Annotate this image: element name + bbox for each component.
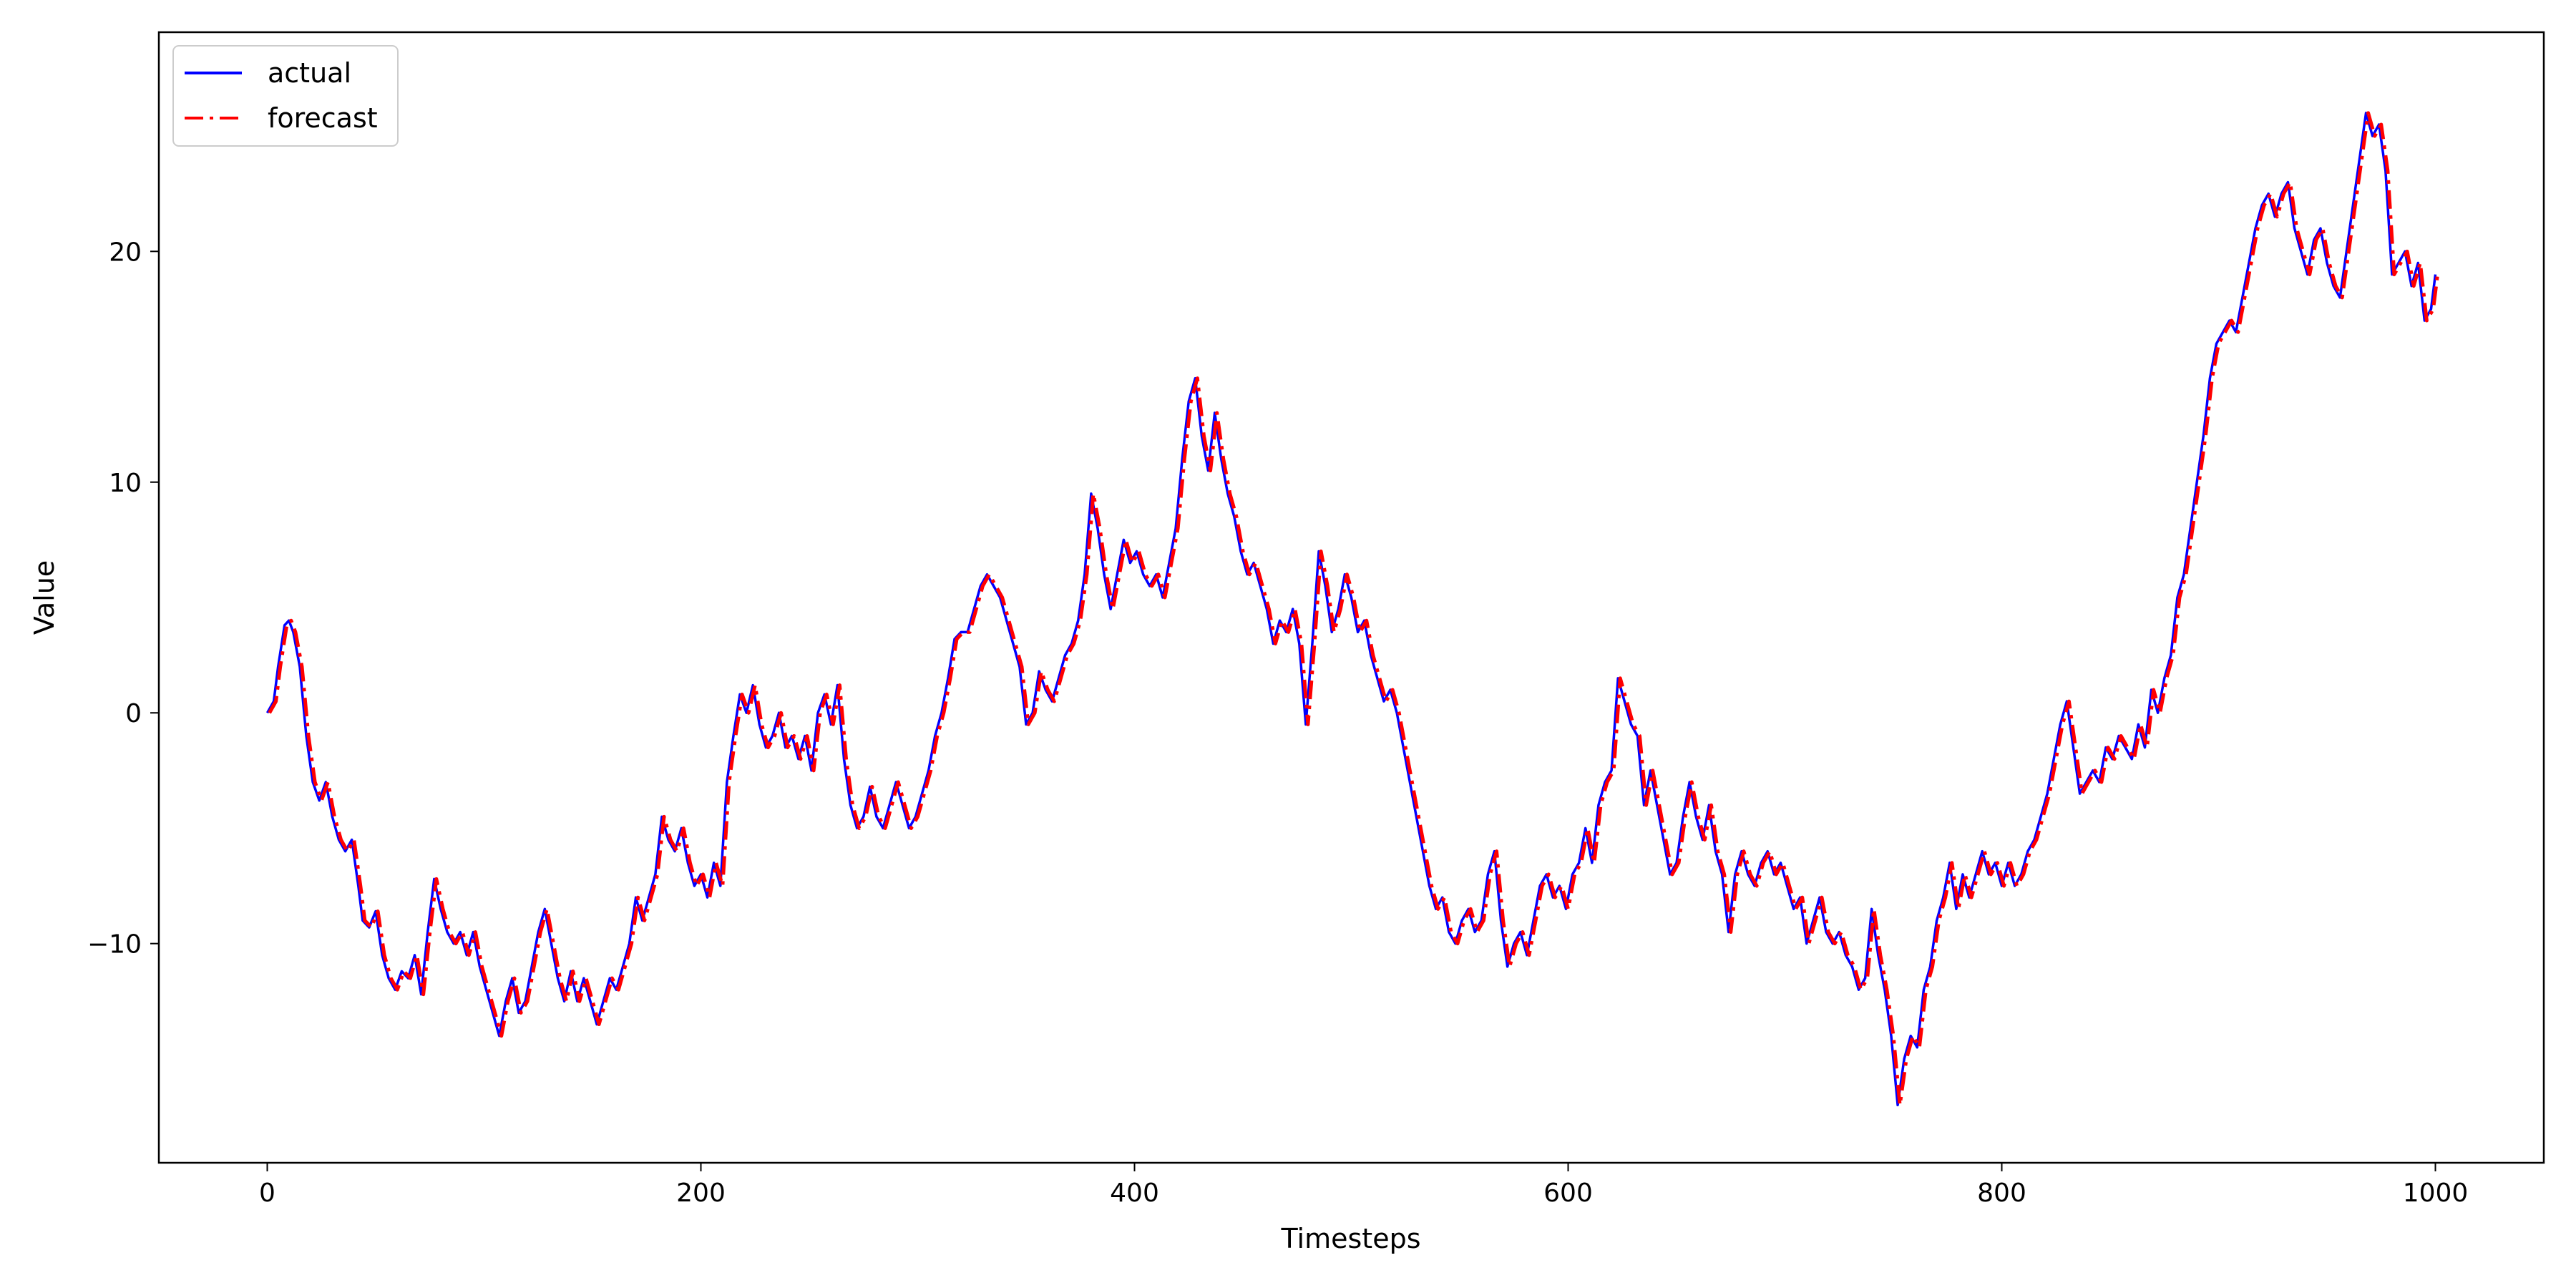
legend-label-actual: actual: [268, 57, 351, 89]
plot-frame: [157, 31, 2545, 1164]
y-axis-label: Value: [29, 560, 60, 635]
series-layer: [265, 111, 2440, 1107]
legend: actual forecast: [172, 45, 399, 147]
x-tick-label: 400: [1110, 1179, 1159, 1208]
x-tick-label: 1000: [2403, 1179, 2469, 1208]
y-tick-label: 20: [109, 238, 142, 267]
y-tick-label: 0: [125, 699, 142, 728]
y-tick-label: −10: [87, 930, 142, 960]
x-axis: 0 200 400 600 800 1000: [259, 1163, 2468, 1208]
legend-label-forecast: forecast: [268, 102, 378, 134]
x-tick-label: 600: [1543, 1179, 1593, 1208]
x-tick-label: 200: [676, 1179, 726, 1208]
x-axis-label: Timesteps: [1281, 1223, 1421, 1254]
legend-box: [172, 45, 399, 147]
series-line-actual: [265, 112, 2437, 1107]
y-tick-label: 10: [109, 469, 142, 498]
series-line-forecast: [268, 111, 2440, 1107]
y-axis: −10 0 10 20: [87, 238, 159, 960]
x-tick-label: 0: [259, 1179, 275, 1208]
x-tick-label: 800: [1977, 1179, 2026, 1208]
